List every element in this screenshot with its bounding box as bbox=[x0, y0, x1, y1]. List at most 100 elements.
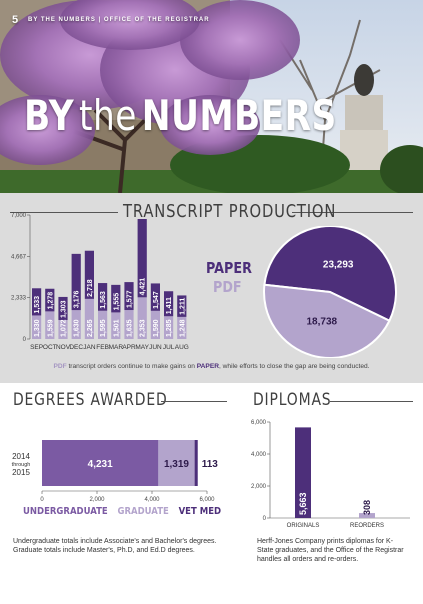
x-tick-label-jan: JAN bbox=[83, 344, 96, 351]
x-tick-label-jun: JUN bbox=[149, 344, 162, 351]
x-tick-label-may: MAY bbox=[135, 344, 149, 351]
bar-pdf-jul bbox=[164, 316, 174, 339]
bar-label-originals: 5,663 bbox=[298, 492, 308, 515]
bar-pdf-mar bbox=[111, 312, 121, 339]
diplomas-title: DIPLOMAS bbox=[253, 390, 332, 410]
label-paper-jun: 1,547 bbox=[153, 291, 160, 309]
bar-pdf-apr bbox=[124, 310, 134, 339]
label-pdf-oct: 1,559 bbox=[47, 319, 54, 337]
x-tick-label-apr: APR bbox=[122, 344, 136, 351]
label-paper-sep: 1,533 bbox=[34, 296, 41, 314]
transcript-title: TRANSCRIPT PRODUCTION bbox=[123, 201, 337, 222]
caption-pdf: PDF bbox=[53, 363, 67, 370]
divider-right bbox=[292, 212, 413, 213]
diplomas-rule bbox=[330, 401, 413, 402]
degrees-rule bbox=[161, 401, 227, 402]
degrees-title: DEGREES AWARDED bbox=[13, 390, 168, 410]
page-number: 5 bbox=[12, 14, 19, 26]
x-tick-label: 2,000 bbox=[89, 497, 105, 503]
year-through: through bbox=[11, 462, 31, 468]
x-tick-label-originals: ORIGINALS bbox=[287, 523, 320, 529]
y-tick-label: 0 bbox=[263, 516, 267, 522]
y-tick-label: 4,000 bbox=[251, 452, 267, 458]
caption-end: , while efforts to close the gap are bei… bbox=[219, 363, 370, 370]
bar-vet-med bbox=[194, 440, 198, 486]
hero-photo: 5 BY THE NUMBERS | OFFICE OF THE REGISTR… bbox=[0, 0, 423, 193]
legend-graduate: GRADUATE bbox=[117, 506, 169, 517]
title-word-by: BY bbox=[24, 91, 75, 140]
transcript-pie-chart: 23,293 18,738 bbox=[263, 226, 397, 358]
bar-pdf-aug bbox=[177, 316, 187, 339]
bar-label-graduate: 1,319 bbox=[164, 459, 189, 470]
y-tick-label: 7,000 bbox=[11, 213, 27, 219]
label-pdf-nov: 1,072 bbox=[61, 319, 68, 337]
bar-undergraduate bbox=[42, 440, 159, 486]
x-tick-label-mar: MAR bbox=[109, 344, 124, 351]
title-word-the: the bbox=[79, 91, 137, 140]
legend-pdf: PDF bbox=[213, 278, 242, 296]
label-paper-nov: 1,303 bbox=[61, 300, 68, 318]
bar-pdf-sep bbox=[32, 315, 42, 339]
bar-label-reorders: 308 bbox=[362, 500, 372, 515]
bar-paper-may bbox=[137, 219, 147, 298]
year-label: 2014 through 2015 bbox=[8, 453, 34, 477]
diplomas-note: Herff-Jones Company prints diplomas for … bbox=[257, 538, 404, 563]
label-paper-feb: 1,563 bbox=[100, 291, 107, 309]
bar-pdf-feb bbox=[98, 310, 108, 339]
label-paper-oct: 1,278 bbox=[47, 292, 54, 310]
label-paper-mar: 1,555 bbox=[113, 293, 120, 311]
bar-pdf-oct bbox=[45, 311, 55, 339]
x-tick-label-aug: AUG bbox=[175, 344, 189, 351]
label-paper-may: 4,421 bbox=[140, 278, 147, 296]
pie-slice-pdf bbox=[263, 283, 391, 358]
x-tick-label: 0 bbox=[40, 497, 44, 503]
bar-paper-jan bbox=[84, 250, 94, 299]
label-pdf-jul: 1,285 bbox=[166, 319, 173, 337]
bar-pdf-jun bbox=[150, 310, 160, 339]
pie-label-pdf: 18,738 bbox=[306, 317, 337, 328]
bar-label-undergraduate: 4,231 bbox=[88, 459, 113, 470]
year-bottom: 2015 bbox=[12, 468, 30, 477]
y-tick-label: 2,333 bbox=[11, 296, 27, 302]
hero-illustration bbox=[0, 0, 423, 193]
caption-mid: transcript orders continue to make gains… bbox=[66, 363, 197, 370]
bar-paper-feb bbox=[98, 283, 108, 311]
bar-pdf-may bbox=[137, 297, 147, 339]
legend-undergraduate: UNDERGRADUATE bbox=[23, 506, 108, 517]
caption-paper: PAPER bbox=[196, 363, 219, 370]
legend-paper: PAPER bbox=[206, 259, 252, 277]
y-tick-label: 6,000 bbox=[251, 420, 267, 426]
bar-reorders bbox=[359, 513, 375, 518]
bar-paper-jun bbox=[150, 283, 160, 311]
x-tick-label-nov: NOV bbox=[56, 344, 71, 351]
transcript-bar-chart: 0 2,333 4,667 7,000 1,330 1,533 SEP 1,559 1,278 O… bbox=[11, 213, 189, 351]
bar-paper-nov bbox=[58, 296, 68, 321]
bar-paper-aug bbox=[177, 295, 187, 317]
legend-vet-med: VET MED bbox=[178, 506, 222, 517]
x-tick-label-feb: FEB bbox=[96, 344, 109, 351]
x-tick-label-oct: OCT bbox=[43, 344, 57, 351]
bar-paper-dec bbox=[71, 253, 81, 311]
bar-paper-mar bbox=[111, 284, 121, 313]
degrees-bar-chart: 4,231 1,319 113 0 2,000 4,000 6,000 bbox=[40, 440, 219, 503]
x-tick-label: 4,000 bbox=[144, 497, 160, 503]
bar-paper-apr bbox=[124, 282, 134, 311]
header-strip-text: BY THE NUMBERS | OFFICE OF THE REGISTRAR bbox=[28, 17, 210, 23]
transcript-caption: PDF transcript orders continue to make g… bbox=[0, 363, 423, 370]
label-paper-aug: 1,211 bbox=[179, 298, 186, 315]
label-pdf-dec: 1,630 bbox=[74, 319, 81, 337]
label-pdf-mar: 1,501 bbox=[113, 319, 120, 337]
bar-paper-jul bbox=[164, 291, 174, 317]
label-pdf-jun: 1,590 bbox=[153, 319, 160, 337]
bar-originals bbox=[295, 427, 311, 518]
bar-paper-oct bbox=[45, 288, 55, 312]
pie-slice-paper bbox=[263, 226, 397, 323]
label-pdf-may: 2,353 bbox=[140, 319, 147, 337]
pie-label-paper: 23,293 bbox=[323, 259, 354, 270]
x-tick-label-sep: SEP bbox=[30, 344, 43, 351]
y-tick-label: 4,667 bbox=[11, 254, 27, 260]
x-tick-label-jul: JUL bbox=[163, 344, 175, 351]
label-pdf-apr: 1,635 bbox=[127, 319, 134, 337]
label-pdf-feb: 1,595 bbox=[100, 319, 107, 337]
bar-label-vet-med: 113 bbox=[202, 459, 219, 470]
